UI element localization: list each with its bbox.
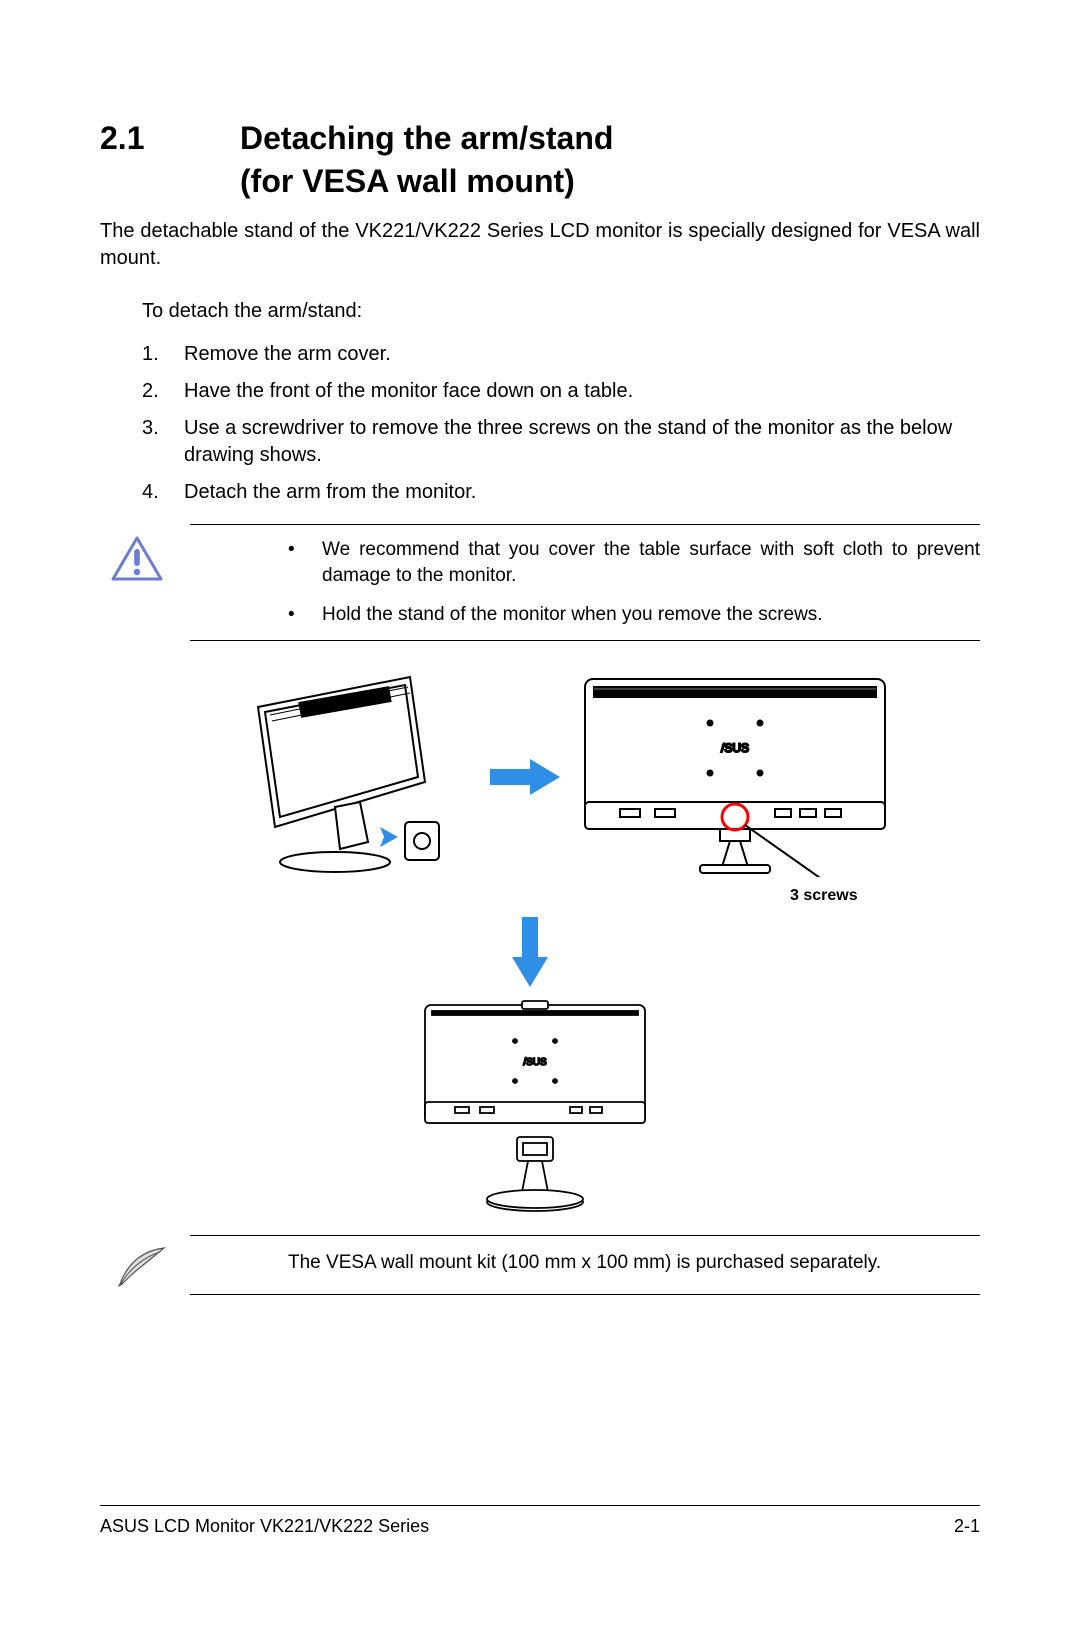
intro-paragraph: The detachable stand of the VK221/VK222 …	[100, 218, 980, 272]
footer-left: ASUS LCD Monitor VK221/VK222 Series	[100, 1516, 429, 1537]
list-item: •Hold the stand of the monitor when you …	[288, 602, 980, 628]
monitor-back-detached-icon: /SUS	[420, 997, 650, 1217]
list-item: 1.Remove the arm cover.	[142, 341, 980, 368]
list-item: 4.Detach the arm from the monitor.	[142, 479, 980, 506]
warning-text: We recommend that you cover the table su…	[322, 537, 980, 588]
page-footer: ASUS LCD Monitor VK221/VK222 Series 2-1	[100, 1505, 980, 1537]
diagram-area: /SUS 3 screws	[190, 657, 980, 1227]
section-title-line2: (for VESA wall mount)	[240, 163, 980, 200]
warning-block: •We recommend that you cover the table s…	[190, 524, 980, 641]
bullet-dot: •	[288, 602, 322, 628]
monitor-back-flat-icon: /SUS	[580, 667, 890, 877]
footer-right: 2-1	[954, 1516, 980, 1537]
note-block: The VESA wall mount kit (100 mm x 100 mm…	[190, 1235, 980, 1295]
step-number: 2.	[142, 378, 184, 405]
step-number: 1.	[142, 341, 184, 368]
section-number: 2.1	[100, 120, 240, 157]
monitor-back-perspective-icon	[240, 667, 460, 877]
svg-text:/SUS: /SUS	[523, 1057, 547, 1068]
step-number: 3.	[142, 415, 184, 469]
step-text: Detach the arm from the monitor.	[184, 479, 476, 506]
list-item: 2.Have the front of the monitor face dow…	[142, 378, 980, 405]
step-text: Use a screwdriver to remove the three sc…	[184, 415, 980, 469]
section-heading: 2.1 Detaching the arm/stand	[100, 120, 980, 157]
screws-callout-label: 3 screws	[790, 887, 858, 905]
step-number: 4.	[142, 479, 184, 506]
step-text: Remove the arm cover.	[184, 341, 391, 368]
warning-text: Hold the stand of the monitor when you r…	[322, 602, 823, 628]
sub-intro: To detach the arm/stand:	[142, 300, 980, 323]
quill-icon	[112, 1242, 172, 1295]
bullet-dot: •	[288, 537, 322, 588]
arrow-down-icon	[510, 917, 550, 987]
note-text: The VESA wall mount kit (100 mm x 100 mm…	[288, 1252, 980, 1274]
steps-list: 1.Remove the arm cover. 2.Have the front…	[142, 341, 980, 506]
arrow-right-icon	[490, 757, 560, 797]
warning-icon	[110, 535, 164, 588]
list-item: •We recommend that you cover the table s…	[288, 537, 980, 588]
step-text: Have the front of the monitor face down …	[184, 378, 633, 405]
list-item: 3.Use a screwdriver to remove the three …	[142, 415, 980, 469]
warning-bullets: •We recommend that you cover the table s…	[288, 537, 980, 628]
section-title-line1: Detaching the arm/stand	[240, 120, 613, 157]
brand-text: /SUS	[721, 741, 749, 755]
